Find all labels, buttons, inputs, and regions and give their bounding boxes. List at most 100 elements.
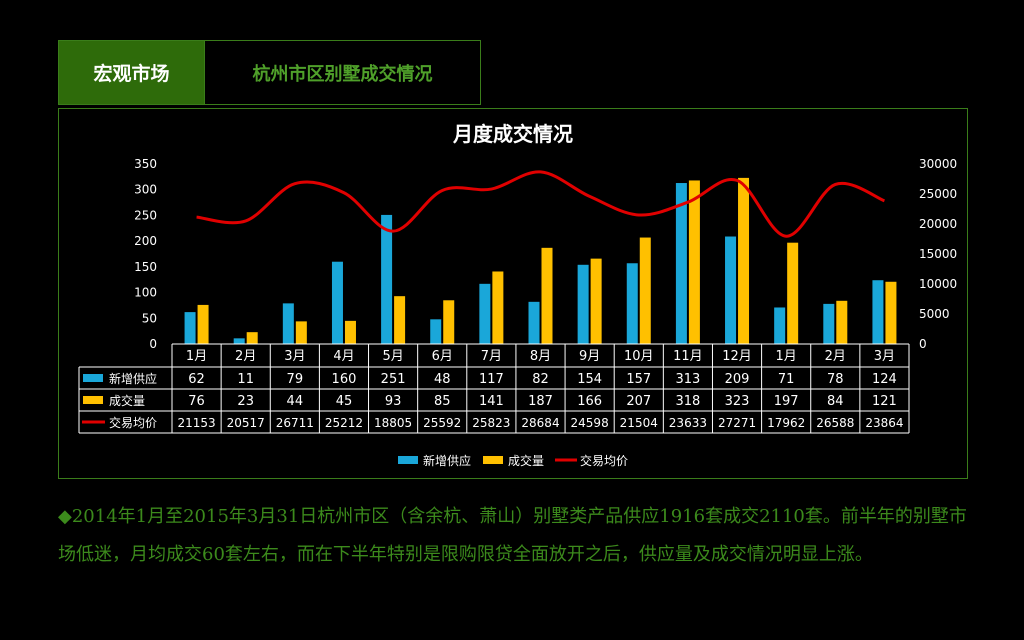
table-cell-value: 157 bbox=[626, 372, 651, 387]
table-cell-value: 160 bbox=[332, 372, 357, 387]
table-cell-value: 187 bbox=[528, 394, 553, 409]
y-right-tick-label: 10000 bbox=[919, 277, 957, 291]
x-tick-label: 5月 bbox=[382, 349, 403, 364]
x-tick-label: 6月 bbox=[432, 349, 453, 364]
table-cell-value: 76 bbox=[188, 394, 205, 409]
table-cell-value: 23633 bbox=[669, 416, 707, 430]
table-cell-value: 27271 bbox=[718, 416, 756, 430]
y-left-tick-label: 300 bbox=[134, 183, 157, 197]
x-tick-label: 2月 bbox=[825, 349, 846, 364]
bar-volume bbox=[197, 304, 209, 344]
bar-volume bbox=[836, 300, 848, 344]
table-cell-value: 71 bbox=[778, 372, 795, 387]
x-tick-label: 3月 bbox=[874, 349, 895, 364]
table-cell-value: 209 bbox=[725, 372, 750, 387]
chart-container: 月度成交情况 0 50 100 150 200 250 300 350 0 5000 10000 150… bbox=[58, 108, 968, 479]
table-cell-value: 23864 bbox=[865, 416, 903, 430]
table-cell-value: 78 bbox=[827, 372, 844, 387]
table-cell-value: 44 bbox=[287, 394, 304, 409]
table-cell-value: 207 bbox=[626, 394, 651, 409]
table-cell-value: 79 bbox=[287, 372, 304, 387]
y-left-tick-label: 50 bbox=[142, 311, 157, 325]
bar-supply bbox=[381, 214, 393, 344]
bar-volume bbox=[443, 300, 455, 344]
bar-volume bbox=[639, 237, 651, 344]
table-cell-value: 117 bbox=[479, 372, 504, 387]
bar-supply bbox=[725, 236, 737, 344]
bar-volume bbox=[885, 281, 897, 344]
y-left-tick-label: 150 bbox=[134, 260, 157, 274]
monthly-chart: 月度成交情况 0 50 100 150 200 250 300 350 0 5000 10000 150… bbox=[78, 122, 957, 468]
bar-volume bbox=[590, 258, 602, 344]
table-cell-value: 45 bbox=[336, 394, 353, 409]
bar-volume bbox=[344, 320, 356, 344]
table-cell-value: 84 bbox=[827, 394, 844, 409]
x-tick-label: 7月 bbox=[481, 349, 502, 364]
table-cell-value: 24598 bbox=[571, 416, 609, 430]
table-cell-value: 18805 bbox=[374, 416, 412, 430]
y-right-tick-label: 30000 bbox=[919, 157, 957, 171]
table-cell-value: 323 bbox=[725, 394, 750, 409]
table-cell-value: 25212 bbox=[325, 416, 363, 430]
bar-supply bbox=[282, 303, 294, 344]
y-left-tick-label: 100 bbox=[134, 286, 157, 300]
legend-label: 新增供应 bbox=[423, 453, 471, 468]
y-left-tick-label: 0 bbox=[149, 337, 157, 351]
y-right-tick-label: 5000 bbox=[919, 307, 950, 321]
bar-supply bbox=[430, 319, 442, 344]
table-cell-value: 313 bbox=[675, 372, 700, 387]
x-tick-label: 2月 bbox=[235, 349, 256, 364]
tab-macro-market[interactable]: 宏观市场 bbox=[59, 41, 204, 104]
y-right-tick-label: 20000 bbox=[919, 217, 957, 231]
table-cell-value: 121 bbox=[872, 394, 897, 409]
table-cell-value: 82 bbox=[532, 372, 549, 387]
table-cell-value: 21504 bbox=[620, 416, 658, 430]
y-left-tick-label: 350 bbox=[134, 157, 157, 171]
bar-supply bbox=[528, 301, 540, 344]
x-tick-label: 12月 bbox=[722, 349, 752, 364]
table-cell-value: 48 bbox=[434, 372, 451, 387]
table-cell-value: 21153 bbox=[177, 416, 215, 430]
table-cell-value: 154 bbox=[577, 372, 602, 387]
legend-label: 交易均价 bbox=[580, 453, 628, 468]
y-left-tick-label: 200 bbox=[134, 234, 157, 248]
bar-volume bbox=[295, 321, 307, 344]
table-cell-value: 85 bbox=[434, 394, 451, 409]
bar-supply bbox=[577, 264, 589, 344]
y-right-tick-label: 25000 bbox=[919, 187, 957, 201]
bar-volume bbox=[541, 247, 553, 344]
table-cell-value: 26588 bbox=[816, 416, 854, 430]
header-tabs: 宏观市场 杭州市区别墅成交情况 bbox=[58, 40, 481, 105]
bar-volume bbox=[738, 177, 750, 344]
legend-key bbox=[483, 456, 503, 464]
legend-key bbox=[398, 456, 418, 464]
table-cell-value: 93 bbox=[385, 394, 402, 409]
table-cell-value: 23 bbox=[237, 394, 254, 409]
table-cell-value: 17962 bbox=[767, 416, 805, 430]
bar-supply bbox=[774, 307, 786, 344]
bar-volume bbox=[492, 271, 504, 344]
y-right-tick-label: 0 bbox=[919, 337, 927, 351]
table-cell-value: 28684 bbox=[521, 416, 559, 430]
bar-supply bbox=[626, 263, 638, 344]
table-cell-value: 251 bbox=[381, 372, 406, 387]
table-cell-value: 26711 bbox=[276, 416, 314, 430]
bar-supply bbox=[675, 183, 687, 344]
table-series-name: 成交量 bbox=[109, 393, 145, 408]
description-text: ◆2014年1月至2015年3月31日杭州市区（含余杭、萧山）别墅类产品供应19… bbox=[58, 506, 967, 565]
bar-supply bbox=[184, 312, 196, 344]
table-series-name: 交易均价 bbox=[109, 415, 157, 430]
x-tick-label: 1月 bbox=[186, 349, 207, 364]
table-cell-value: 141 bbox=[479, 394, 504, 409]
x-tick-label: 3月 bbox=[284, 349, 305, 364]
bar-volume bbox=[394, 296, 406, 344]
bar-supply bbox=[233, 338, 245, 344]
tab-villa-transactions[interactable]: 杭州市区别墅成交情况 bbox=[204, 41, 480, 104]
bar-supply bbox=[479, 283, 491, 344]
table-cell-value: 197 bbox=[774, 394, 799, 409]
y-right-tick-label: 15000 bbox=[919, 247, 957, 261]
chart-title: 月度成交情况 bbox=[452, 122, 573, 146]
table-cell-value: 166 bbox=[577, 394, 602, 409]
x-tick-label: 4月 bbox=[333, 349, 354, 364]
bar-volume bbox=[787, 242, 799, 344]
